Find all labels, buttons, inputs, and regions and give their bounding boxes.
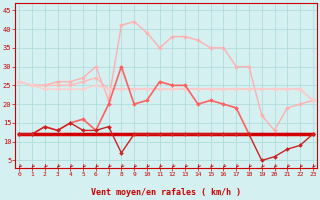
X-axis label: Vent moyen/en rafales ( km/h ): Vent moyen/en rafales ( km/h ) — [91, 188, 241, 197]
